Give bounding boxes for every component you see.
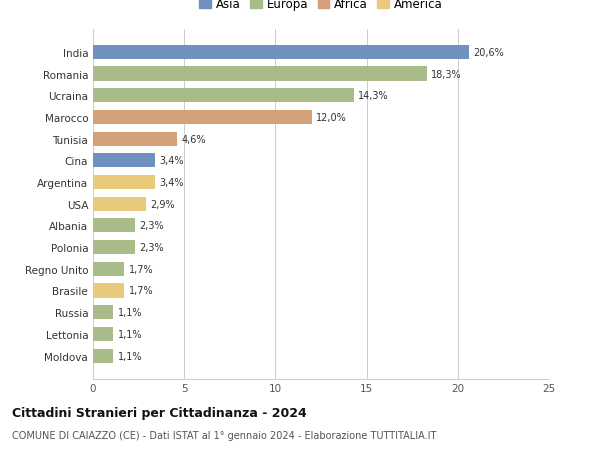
Text: 4,6%: 4,6% — [181, 134, 206, 144]
Bar — [93, 67, 427, 81]
Text: 2,3%: 2,3% — [140, 221, 164, 231]
Text: 1,7%: 1,7% — [128, 286, 153, 296]
Bar — [93, 241, 135, 255]
Bar — [93, 176, 155, 190]
Bar — [93, 305, 113, 319]
Bar — [93, 46, 469, 60]
Text: 2,3%: 2,3% — [140, 242, 164, 252]
Bar — [93, 327, 113, 341]
Text: 3,4%: 3,4% — [160, 178, 184, 188]
Bar — [93, 154, 155, 168]
Text: 12,0%: 12,0% — [316, 112, 347, 123]
Text: Cittadini Stranieri per Cittadinanza - 2024: Cittadini Stranieri per Cittadinanza - 2… — [12, 406, 307, 419]
Text: 1,1%: 1,1% — [118, 329, 142, 339]
Text: 1,1%: 1,1% — [118, 308, 142, 318]
Bar — [93, 219, 135, 233]
Text: 2,9%: 2,9% — [151, 199, 175, 209]
Bar — [93, 132, 177, 146]
Text: 20,6%: 20,6% — [473, 48, 504, 58]
Bar — [93, 262, 124, 276]
Text: 3,4%: 3,4% — [160, 156, 184, 166]
Legend: Asia, Europa, Africa, America: Asia, Europa, Africa, America — [197, 0, 445, 13]
Text: 1,1%: 1,1% — [118, 351, 142, 361]
Text: COMUNE DI CAIAZZO (CE) - Dati ISTAT al 1° gennaio 2024 - Elaborazione TUTTITALIA: COMUNE DI CAIAZZO (CE) - Dati ISTAT al 1… — [12, 431, 436, 441]
Text: 1,7%: 1,7% — [128, 264, 153, 274]
Bar — [93, 349, 113, 363]
Bar — [93, 89, 354, 103]
Bar — [93, 111, 312, 125]
Bar — [93, 197, 146, 211]
Text: 18,3%: 18,3% — [431, 69, 462, 79]
Text: 14,3%: 14,3% — [358, 91, 389, 101]
Bar — [93, 284, 124, 298]
